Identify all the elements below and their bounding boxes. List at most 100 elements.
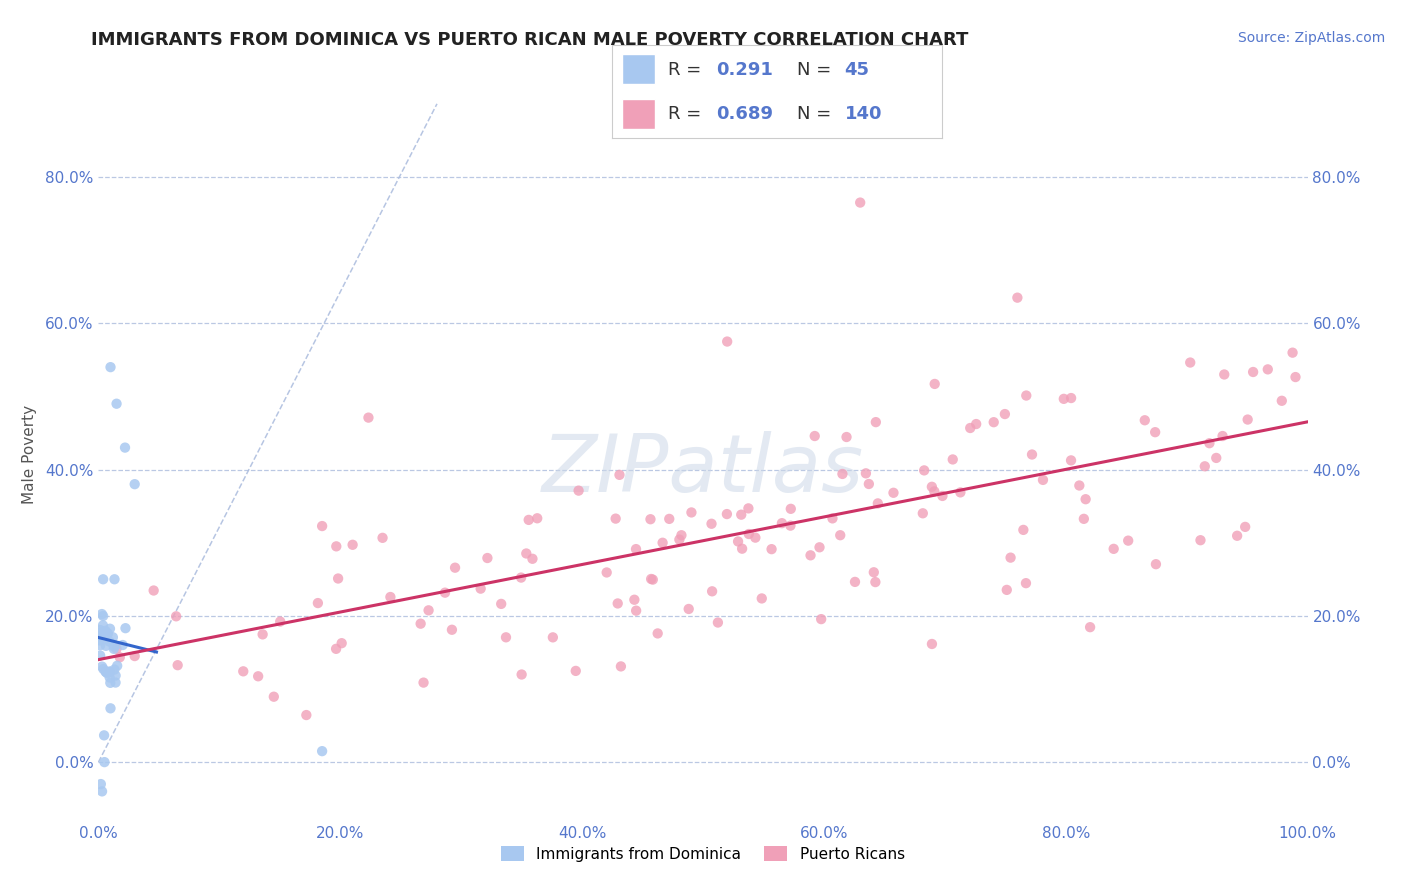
- Point: [103, 663, 125, 677]
- Point: [849, 195, 872, 210]
- Point: [325, 540, 347, 554]
- Point: [831, 467, 853, 481]
- Point: [295, 708, 318, 723]
- Text: 45: 45: [845, 61, 869, 78]
- Point: [263, 690, 285, 704]
- Point: [311, 519, 333, 533]
- Point: [104, 675, 127, 690]
- Point: [1021, 448, 1043, 462]
- Point: [90, 777, 112, 791]
- Point: [810, 612, 832, 626]
- Point: [1281, 345, 1303, 359]
- Point: [779, 501, 801, 516]
- Point: [98, 665, 121, 679]
- Point: [103, 640, 125, 654]
- Point: [564, 664, 586, 678]
- Point: [641, 573, 664, 587]
- Point: [1000, 550, 1022, 565]
- Point: [103, 572, 125, 586]
- Point: [105, 641, 128, 656]
- Point: [921, 637, 943, 651]
- Point: [97, 626, 120, 640]
- Point: [93, 662, 115, 676]
- Point: [247, 669, 270, 683]
- Point: [412, 675, 434, 690]
- Point: [737, 501, 759, 516]
- Point: [495, 630, 517, 644]
- Point: [965, 417, 987, 431]
- Point: [166, 658, 188, 673]
- Bar: [621, 99, 655, 129]
- Point: [640, 512, 662, 526]
- Point: [371, 531, 394, 545]
- Point: [418, 603, 440, 617]
- Point: [90, 625, 112, 640]
- Point: [1284, 370, 1306, 384]
- Point: [165, 609, 187, 624]
- Point: [855, 467, 877, 481]
- Point: [1194, 459, 1216, 474]
- Y-axis label: Male Poverty: Male Poverty: [21, 405, 37, 505]
- Point: [866, 496, 889, 510]
- Point: [94, 639, 117, 653]
- Point: [105, 397, 128, 411]
- Text: ZIPatlas: ZIPatlas: [541, 431, 865, 508]
- Point: [1116, 533, 1139, 548]
- Point: [94, 665, 117, 679]
- Point: [252, 627, 274, 641]
- Point: [1226, 529, 1249, 543]
- Point: [91, 618, 114, 632]
- Point: [1144, 425, 1167, 440]
- Point: [326, 572, 349, 586]
- Text: 0.291: 0.291: [716, 61, 772, 78]
- Point: [1213, 368, 1236, 382]
- Point: [1053, 392, 1076, 406]
- Point: [1060, 453, 1083, 467]
- Point: [330, 636, 353, 650]
- Point: [609, 467, 631, 482]
- Text: N =: N =: [797, 105, 837, 123]
- Text: N =: N =: [797, 61, 837, 78]
- Point: [959, 421, 981, 435]
- Point: [93, 755, 115, 769]
- Point: [835, 430, 858, 444]
- Point: [94, 665, 117, 679]
- Point: [90, 607, 112, 621]
- Point: [779, 518, 801, 533]
- Point: [595, 566, 617, 580]
- Point: [142, 583, 165, 598]
- Point: [105, 658, 128, 673]
- Point: [440, 623, 463, 637]
- Point: [470, 582, 492, 596]
- Point: [731, 541, 754, 556]
- Point: [311, 744, 333, 758]
- Point: [1073, 512, 1095, 526]
- Point: [409, 616, 432, 631]
- Text: R =: R =: [668, 105, 707, 123]
- Point: [1241, 365, 1264, 379]
- Point: [434, 585, 457, 599]
- Point: [921, 480, 943, 494]
- Point: [865, 575, 887, 590]
- Point: [716, 507, 738, 521]
- Point: [89, 633, 111, 648]
- Point: [1205, 450, 1227, 465]
- Point: [1189, 533, 1212, 548]
- Bar: [621, 54, 655, 84]
- Point: [700, 584, 723, 599]
- Point: [624, 542, 647, 557]
- Point: [325, 641, 347, 656]
- Point: [489, 597, 512, 611]
- Point: [100, 360, 122, 375]
- Point: [124, 477, 146, 491]
- Point: [624, 604, 647, 618]
- Point: [924, 484, 946, 499]
- Point: [1015, 576, 1038, 591]
- Point: [830, 528, 852, 542]
- Point: [865, 415, 887, 429]
- Point: [730, 508, 752, 522]
- Point: [821, 511, 844, 525]
- Point: [89, 629, 111, 643]
- Point: [1133, 413, 1156, 427]
- Point: [114, 621, 136, 635]
